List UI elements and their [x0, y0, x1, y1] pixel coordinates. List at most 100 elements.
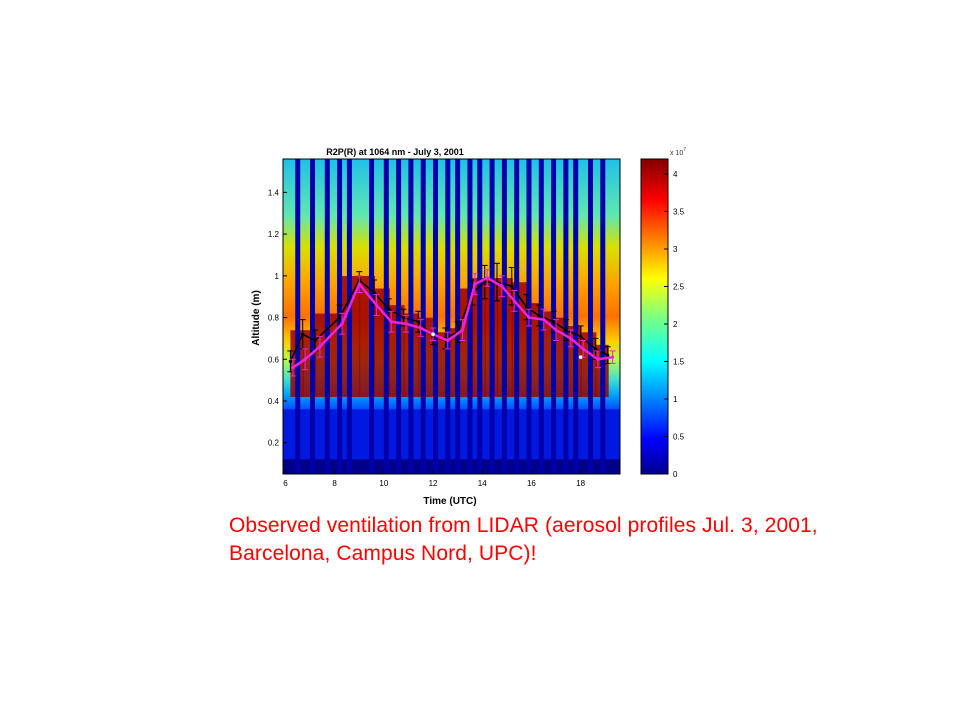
- x-tick-label: 14: [478, 479, 487, 488]
- data-point: [485, 276, 489, 280]
- error-bar: [471, 273, 478, 296]
- data-point: [483, 280, 487, 284]
- colorbar-tick-label: 2.5: [673, 283, 685, 292]
- error-bar: [459, 319, 466, 341]
- y-tick-label: 1: [275, 272, 280, 281]
- heatmap-area: [283, 159, 620, 474]
- data-point: [401, 315, 406, 320]
- data-gap-bar: [501, 159, 507, 474]
- x-axis-label: Time (UTC): [423, 496, 476, 507]
- error-bar: [481, 264, 488, 300]
- slide-caption: Observed ventilation from LIDAR (aerosol…: [229, 514, 818, 565]
- data-point: [569, 336, 573, 341]
- data-point: [512, 299, 516, 303]
- error-bar: [580, 339, 587, 358]
- error-bar: [444, 331, 451, 350]
- colorbar-tick-label: 2: [673, 320, 678, 329]
- data-point: [473, 282, 477, 286]
- y-tick-label: 0.4: [268, 397, 280, 406]
- error-bar: [567, 329, 574, 348]
- colorbar-tick-label: 0: [673, 470, 678, 479]
- data-gap-bar: [477, 159, 483, 474]
- y-tick-label: 1.4: [268, 188, 280, 197]
- data-gap-bar: [514, 159, 520, 474]
- surface-base: [283, 459, 620, 474]
- data-point: [564, 328, 568, 332]
- data-point: [389, 320, 393, 324]
- data-point: [596, 357, 600, 361]
- white-marker: [578, 354, 583, 360]
- data-point: [581, 347, 585, 351]
- data-gap-bar: [587, 159, 593, 474]
- data-point: [606, 353, 610, 357]
- data-gap-bar: [573, 159, 579, 474]
- x-tick-label: 16: [527, 479, 536, 488]
- error-bar: [540, 308, 547, 331]
- colorbar-tick-label: 3: [673, 245, 678, 254]
- data-point: [416, 320, 420, 324]
- x-tick-label: 8: [332, 479, 337, 488]
- error-bar: [388, 310, 395, 333]
- colorbar-scale: [640, 158, 669, 475]
- error-bar: [356, 275, 363, 294]
- colorbar-tick-label: 1: [673, 395, 678, 404]
- data-point: [524, 305, 529, 309]
- error-bar: [339, 312, 346, 335]
- plot-frame: [282, 158, 621, 475]
- data-gap-bar: [455, 159, 461, 474]
- error-bar: [287, 350, 294, 373]
- error-bar: [484, 269, 491, 287]
- data-point: [579, 334, 583, 338]
- data-point: [357, 282, 361, 286]
- data-point: [554, 328, 558, 332]
- colorbar-tick-label: 1.5: [673, 358, 685, 367]
- data-gap-bar: [420, 159, 426, 474]
- data-gap-bar: [467, 159, 473, 474]
- y-axis-label: Altitude (m): [251, 290, 262, 346]
- data-gap-bar: [445, 159, 451, 474]
- data-point: [593, 347, 598, 351]
- colorbar-tick-label: 3.5: [673, 208, 685, 217]
- data-point: [527, 315, 531, 320]
- data-gap-bar: [600, 159, 606, 474]
- data-point: [500, 284, 504, 288]
- data-point: [303, 357, 307, 361]
- error-bar: [417, 319, 424, 337]
- data-point: [340, 322, 344, 326]
- data-gap-bar: [310, 159, 316, 474]
- white-marker: [430, 331, 436, 337]
- data-point: [291, 366, 295, 370]
- y-tick-label: 0.2: [268, 439, 280, 448]
- y-tick-label: 1.2: [268, 230, 280, 239]
- axes-layer: 6 8 10 12 14 16 18 0.2 0.4 0.6 0.8 1 1.2 1.4: [268, 188, 586, 488]
- data-gap-bar: [324, 159, 330, 474]
- error-bar: [299, 319, 306, 350]
- data-point: [460, 328, 465, 332]
- x-tick-label: 10: [379, 479, 388, 488]
- x-tick-label: 18: [576, 479, 585, 488]
- data-point: [419, 326, 423, 330]
- data-gap-bar: [295, 159, 301, 474]
- colorbar-exponent-label: x 107: [670, 147, 686, 157]
- colorbar-tick-label: 4: [673, 170, 678, 179]
- x-tick-label: 6: [283, 479, 288, 488]
- data-point: [288, 359, 292, 363]
- error-bar: [511, 289, 518, 312]
- data-gap-bar: [563, 159, 569, 474]
- data-point: [318, 345, 322, 349]
- data-point: [551, 320, 556, 324]
- data-gap-bar: [346, 159, 352, 474]
- error-bar: [594, 350, 601, 369]
- data-gap-bar: [396, 159, 402, 474]
- data-point: [404, 322, 408, 326]
- error-bar: [525, 308, 532, 327]
- error-bar: [302, 348, 309, 371]
- y-tick-label: 0.6: [268, 355, 280, 364]
- colorbar-tick-label: 0.5: [673, 433, 685, 442]
- colorbar: 0 0.5 1 1.5 2 2.5 3 3.5 4 x 107: [640, 147, 686, 479]
- data-point: [372, 290, 376, 295]
- error-bar: [609, 350, 616, 364]
- data-point: [611, 355, 615, 359]
- data-point: [313, 338, 317, 343]
- data-point: [387, 307, 391, 311]
